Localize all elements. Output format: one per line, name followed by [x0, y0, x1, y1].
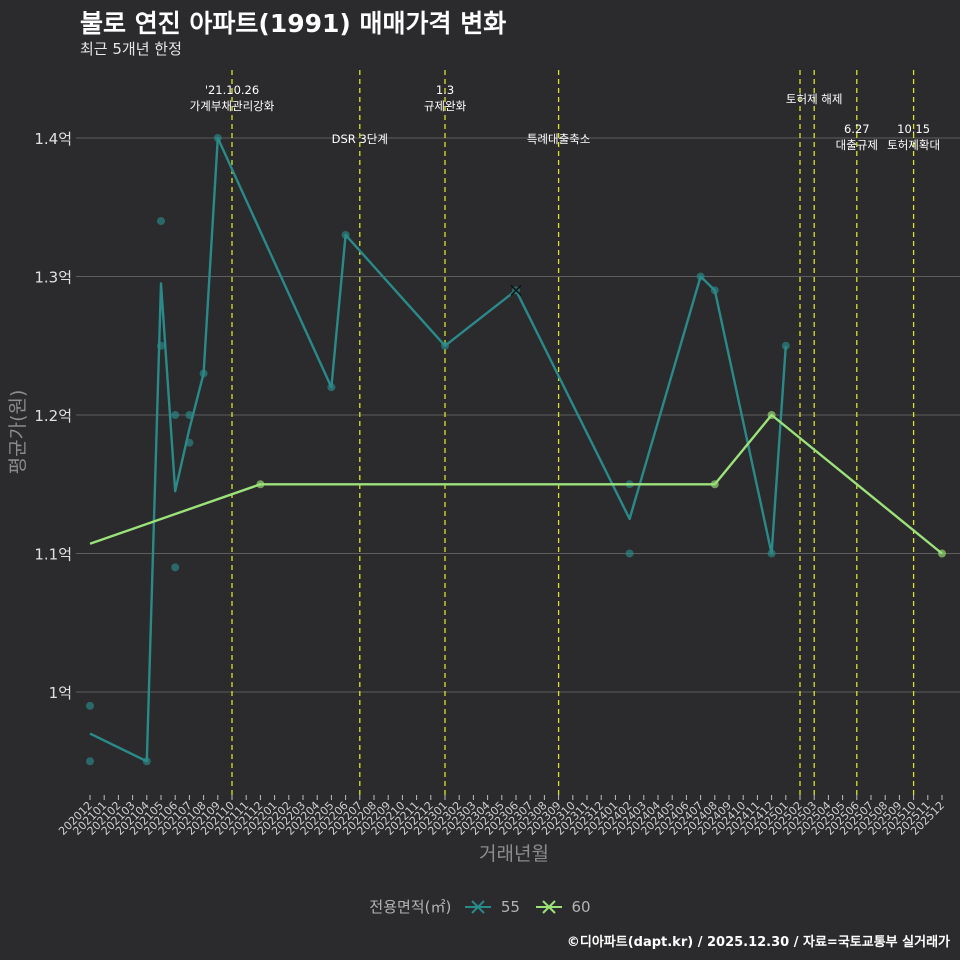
- legend-key-55: [464, 899, 492, 915]
- y-tick-label: 1억: [49, 684, 72, 702]
- event-label: 규제완화: [424, 99, 467, 113]
- event-label: DSR 3단계: [332, 132, 388, 146]
- y-axis-title: 평균가(원): [7, 390, 29, 475]
- series-layer: [86, 134, 946, 766]
- event-label: 10.15: [897, 122, 930, 136]
- series-line-55: [89, 136, 787, 763]
- event-label: 특례대출축소: [527, 132, 590, 146]
- event-label: 토허제 해제: [786, 92, 843, 106]
- legend-title: 전용면적(㎡): [369, 898, 452, 916]
- y-tick-label: 1.1억: [34, 546, 72, 564]
- chart-title: 불로 연진 아파트(1991) 매매가격 변화: [80, 9, 507, 38]
- point-55: [625, 549, 634, 558]
- legend-label-55: 55: [500, 897, 520, 916]
- series-line-60: [89, 413, 943, 555]
- point-55: [171, 563, 180, 572]
- event-label: 대출규제: [836, 138, 878, 152]
- chart-subtitle: 최근 5개년 한정: [80, 40, 182, 58]
- point-55: [157, 217, 165, 226]
- legend: 전용면적(㎡) 55 60: [0, 896, 960, 917]
- event-label: '21.10.26: [205, 83, 259, 97]
- point-55: [781, 341, 790, 350]
- y-tick-label: 1.4억: [34, 130, 72, 148]
- event-label: 토허제확대: [887, 138, 940, 152]
- event-label: 1.3: [436, 83, 454, 97]
- y-tick-label: 1.2억: [34, 407, 72, 425]
- legend-key-60: [535, 899, 563, 915]
- cross-marker: [510, 284, 522, 296]
- event-label: 6.27: [844, 122, 870, 136]
- legend-label-60: 60: [571, 897, 591, 916]
- x-tick-labels: 2020122021012021022021032021042021052021…: [56, 795, 947, 838]
- source-caption: ©디아파트(dapt.kr) / 2025.12.30 / 자료=국토교통부 실…: [566, 935, 950, 950]
- grid-layer: 1억 1.1억 1.2억 1.3억 1.4억: [34, 130, 960, 702]
- point-55: [86, 757, 94, 766]
- point-55: [171, 411, 180, 419]
- x-axis-title: 거래년월: [479, 843, 549, 865]
- y-tick-label: 1.3억: [34, 269, 72, 287]
- event-label: 가계부채관리강화: [190, 99, 275, 113]
- point-55: [86, 701, 94, 710]
